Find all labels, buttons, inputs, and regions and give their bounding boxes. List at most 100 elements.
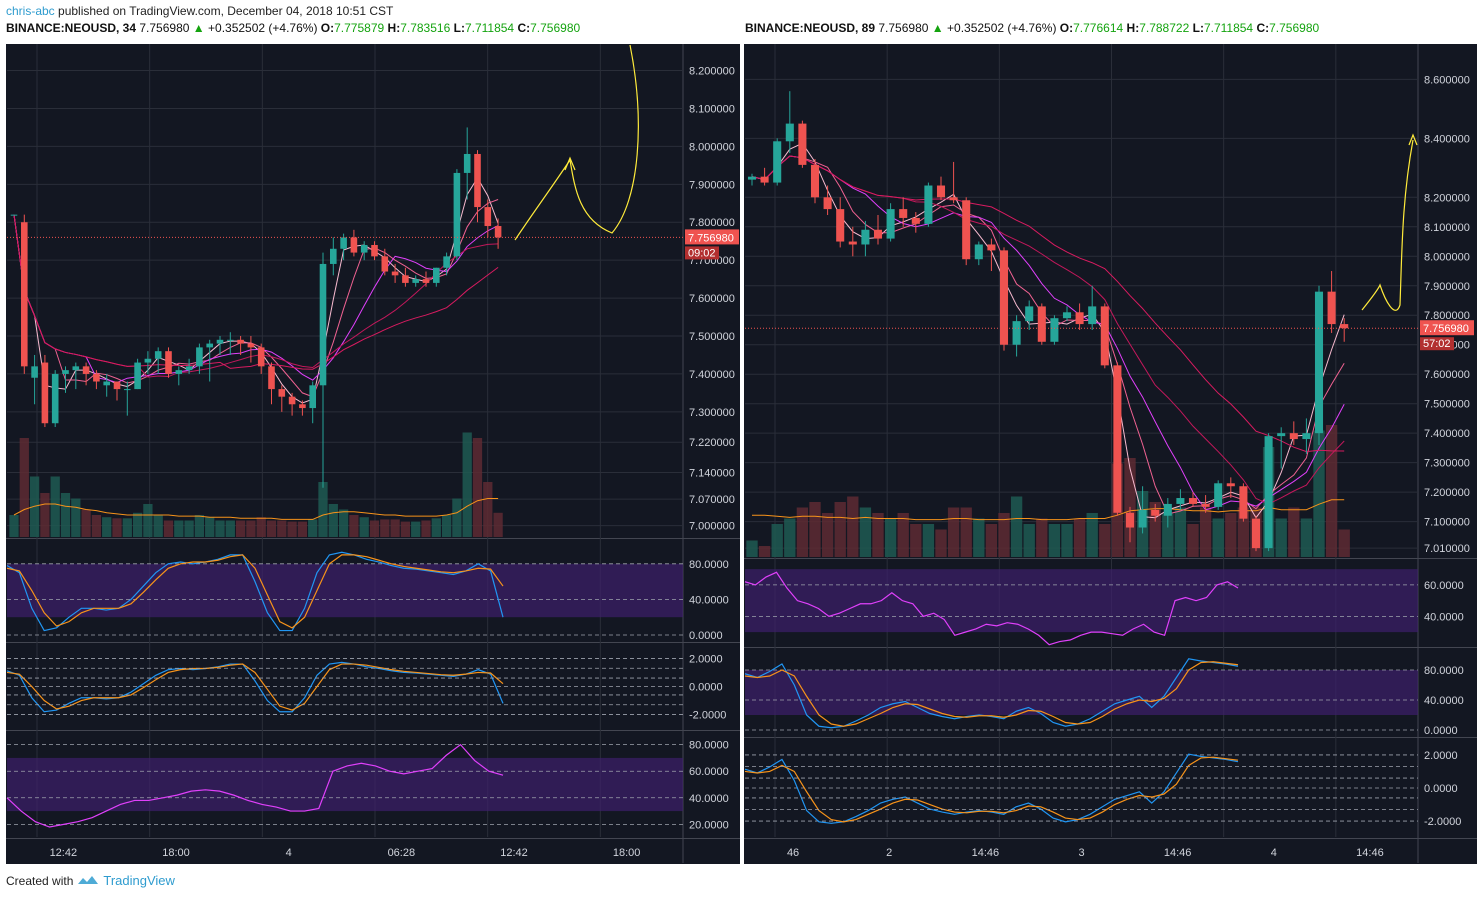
right-chart-price-tick: 7.300000 (1424, 458, 1470, 470)
left-chart-candle (340, 237, 347, 249)
right-chart-candle (1264, 436, 1273, 549)
left-chart-price-tick: 8.200000 (689, 66, 735, 78)
right-chart-candle (1340, 324, 1349, 329)
left-chart-candle (93, 373, 100, 382)
right-chart-volume-bar (1325, 425, 1338, 557)
left-chart-candle (288, 396, 296, 405)
right-x-tick: 14:46 (972, 847, 1000, 859)
left-rsi-tick: 20.0000 (689, 819, 729, 831)
footer-created-with: Created with (6, 873, 74, 888)
right-chart-volume-bar (935, 529, 947, 557)
left-chart-price-tick: 7.220000 (689, 437, 735, 449)
left-symbol[interactable]: BINANCE:NEOUSD, 34 (6, 21, 137, 35)
right-chart-volume-bar (922, 524, 935, 557)
left-macd-signal-line (6, 663, 504, 711)
publisher-user[interactable]: chris-abc (6, 4, 55, 18)
left-chart-candle (299, 404, 306, 409)
right-chart-candle (1075, 312, 1084, 325)
right-chart-candle (1050, 318, 1059, 342)
right-chart-volume-bar (821, 513, 834, 557)
left-chart-volume-bar (472, 438, 483, 537)
right-chart-candle (1239, 486, 1248, 519)
right-chart-volume-bar (947, 507, 960, 557)
left-chart-price-tick: 7.600000 (689, 293, 735, 305)
right-macd-tick: -2.0000 (1424, 816, 1461, 828)
left-stoch-tick: 80.0000 (689, 559, 729, 571)
right-chart-candle (798, 123, 807, 165)
footer: Created with TradingView (6, 873, 175, 888)
left-macd-tick: 2.0000 (689, 653, 723, 665)
right-chart-countdown-label: 57:02 (1423, 338, 1451, 350)
left-chart-volume-bar (205, 517, 215, 537)
right-chart-candle (1226, 483, 1235, 487)
left-chart-candle (196, 347, 203, 367)
left-chart-volume-bar (184, 520, 194, 537)
left-chart-price-tick: 8.100000 (689, 103, 735, 115)
footer-brand[interactable]: TradingView (103, 873, 175, 888)
right-chart-volume-bar (1162, 513, 1174, 557)
right-chart-last-price-label: 7.756980 (1423, 323, 1469, 335)
left-chart-volume-bar (91, 515, 102, 537)
left-chart-volume-bar (328, 504, 338, 537)
left-chart-price-tick: 7.070000 (689, 494, 735, 506)
left-stoch-stoch-d-line (6, 554, 504, 629)
left-x-tick: 4 (286, 847, 292, 859)
right-rsi-rsi-line (744, 571, 1239, 646)
right-chart-candle (810, 164, 820, 198)
left-chart-volume-bar (297, 521, 308, 537)
right-chart-candle (936, 185, 946, 198)
right-chart-price-tick: 7.500000 (1424, 399, 1470, 411)
right-chart-volume-bar (771, 524, 783, 557)
left-chart-volume-bar (102, 517, 112, 537)
right-chart-candle (1062, 312, 1072, 319)
right-chart-volume-bar (1237, 507, 1250, 557)
left-chart-volume-bar (50, 476, 60, 537)
right-chart-price-tick: 7.010000 (1424, 543, 1470, 555)
right-macd-macd-line (744, 753, 1239, 824)
left-chart-candle (82, 366, 90, 374)
left-open: 7.775879 (334, 21, 385, 35)
right-chart-volume-bar (897, 513, 909, 557)
right-chart-candle (1025, 306, 1034, 322)
left-chart-volume-bar (431, 518, 441, 537)
right-macd-tick: 0.0000 (1424, 783, 1458, 795)
left-stoch-stoch-k-line (6, 551, 504, 632)
left-chart-volume-bar (9, 515, 19, 537)
right-chart-volume-bar (884, 518, 897, 557)
right-chart-volume-bar (1199, 507, 1212, 557)
right-chart-candle (1151, 509, 1160, 516)
left-close: 7.756980 (530, 21, 581, 35)
left-chart-candle (494, 226, 502, 238)
left-low: 7.711854 (464, 21, 515, 35)
right-stoch-tick: 80.0000 (1424, 665, 1464, 677)
left-chart-volume-bar (19, 438, 29, 537)
left-chart-candle (443, 256, 450, 268)
left-chart-countdown-label: 09:02 (688, 247, 716, 259)
left-change: +0.352502 (+4.76%) (208, 21, 318, 35)
left-chart-volume-bar (174, 520, 184, 537)
right-x-tick: 46 (787, 847, 799, 859)
right-last: 7.756980 (878, 21, 929, 35)
right-chart-candle (1113, 365, 1122, 513)
left-chart-header: BINANCE:NEOUSD, 34 7.756980 ▲ +0.352502 … (6, 21, 581, 35)
right-chart-volume-bar (910, 524, 922, 557)
right-x-tick: 14:46 (1164, 847, 1192, 859)
right-macd-tick: 2.0000 (1424, 750, 1458, 762)
left-chart-volume-bar (256, 517, 266, 537)
right-low: 7.711854 (1203, 21, 1254, 35)
right-chart-price-tick: 7.400000 (1424, 428, 1470, 440)
left-chart-volume-bar (40, 493, 50, 537)
right-chart-candle (1201, 503, 1210, 507)
publisher-line: chris-abc published on TradingView.com, … (6, 4, 393, 18)
left-chart-volume-bar (308, 519, 318, 537)
left-chart-volume-bar (215, 520, 225, 537)
right-chart-candle (848, 241, 857, 245)
right-chart-candle (823, 197, 832, 210)
right-rsi-tick: 60.0000 (1424, 580, 1464, 592)
left-stoch-tick: 0.0000 (689, 630, 723, 642)
right-symbol[interactable]: BINANCE:NEOUSD, 89 (745, 21, 876, 35)
left-chart-volume-bar (359, 517, 369, 537)
left-chart-volume-ma-line (13, 498, 499, 520)
left-chart-volume-bar (194, 515, 205, 537)
